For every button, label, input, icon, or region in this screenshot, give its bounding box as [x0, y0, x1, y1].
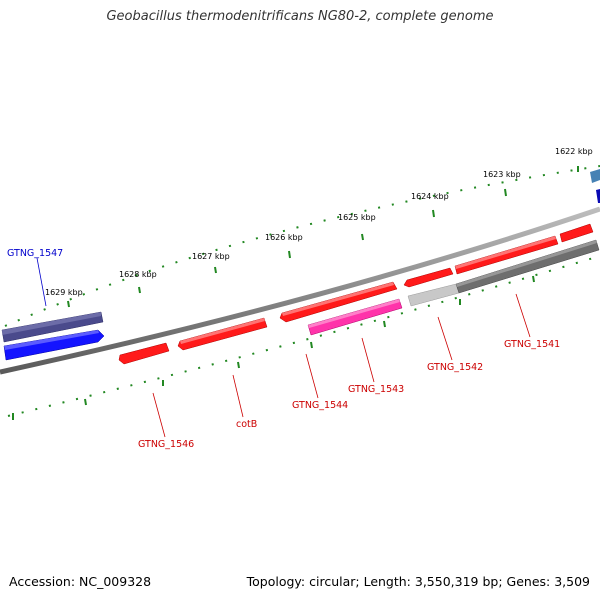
gene-block: [2, 312, 101, 335]
gene-label: GTNG_1541: [504, 339, 560, 350]
scale-tick-label: 1622 kbp: [555, 147, 593, 156]
gene-block: [590, 169, 600, 183]
gene-label: cotB: [236, 419, 257, 430]
gene-label: GTNG_1543: [348, 384, 404, 395]
outer-major-ticks: [67, 166, 579, 308]
gene-label: GTNG_1546: [138, 439, 194, 450]
gene-block: [308, 299, 400, 328]
major-tick: [138, 286, 141, 294]
scale-tick-labels: 1622 kbp 1623 kbp 1624 kbp 1625 kbp 1626…: [45, 147, 593, 297]
label-leaders: [36, 257, 531, 438]
major-tick: [84, 398, 87, 406]
leader-line: [361, 337, 375, 383]
gene-label: GTNG_1542: [427, 362, 483, 373]
gene-labels: GTNG_1547 GTNG_1546 cotB GTNG_1544 GTNG_…: [7, 248, 560, 450]
leader-line: [437, 316, 453, 361]
scale-tick-label: 1629 kbp: [45, 288, 83, 297]
gene-block: [118, 342, 170, 365]
leader-line: [515, 293, 531, 338]
major-tick: [237, 361, 240, 369]
scale-tick-label: 1623 kbp: [483, 170, 521, 179]
scale-tick-label: 1627 kbp: [192, 252, 230, 261]
inner-major-ticks: [12, 275, 535, 420]
major-tick: [432, 209, 435, 218]
gene-block: [559, 223, 594, 243]
outer-scale-arc: [4, 165, 600, 327]
gene-label: GTNG_1544: [292, 400, 348, 411]
major-tick: [67, 300, 70, 308]
gene-block: [3, 329, 105, 361]
leader-line: [152, 392, 166, 438]
gene-block: [180, 318, 265, 344]
major-tick: [504, 188, 507, 197]
reverse-strand-genes: [3, 189, 600, 365]
genome-summary-text: Topology: circular; Length: 3,550,319 bp…: [246, 574, 590, 589]
gene-block: [4, 330, 99, 350]
major-tick: [532, 275, 535, 283]
leader-line: [305, 353, 319, 399]
leader-line: [36, 257, 47, 307]
scale-tick-label: 1626 kbp: [265, 233, 303, 242]
scale-tick-label: 1625 kbp: [338, 213, 376, 222]
major-tick: [310, 341, 313, 349]
forward-strand-genes: [1, 169, 600, 343]
scale-tick-label: 1624 kbp: [411, 192, 449, 201]
genome-backbone: [0, 206, 600, 375]
gene-block: [456, 240, 597, 287]
major-tick: [214, 266, 217, 274]
gene-block: [403, 267, 454, 288]
accession-text: Accession: NC_009328: [9, 574, 152, 589]
gene-block: [407, 283, 460, 307]
gene-label: GTNG_1547: [7, 248, 63, 259]
major-tick: [383, 320, 386, 328]
major-tick: [361, 233, 364, 241]
scale-tick-label: 1628 kbp: [119, 270, 157, 279]
major-tick: [288, 250, 291, 259]
gene-block: [455, 236, 556, 269]
map-title: Geobacillus thermodenitrificans NG80-2, …: [106, 9, 494, 24]
leader-line: [232, 374, 244, 418]
gene-block: [282, 282, 394, 316]
gene-block: [596, 189, 600, 203]
